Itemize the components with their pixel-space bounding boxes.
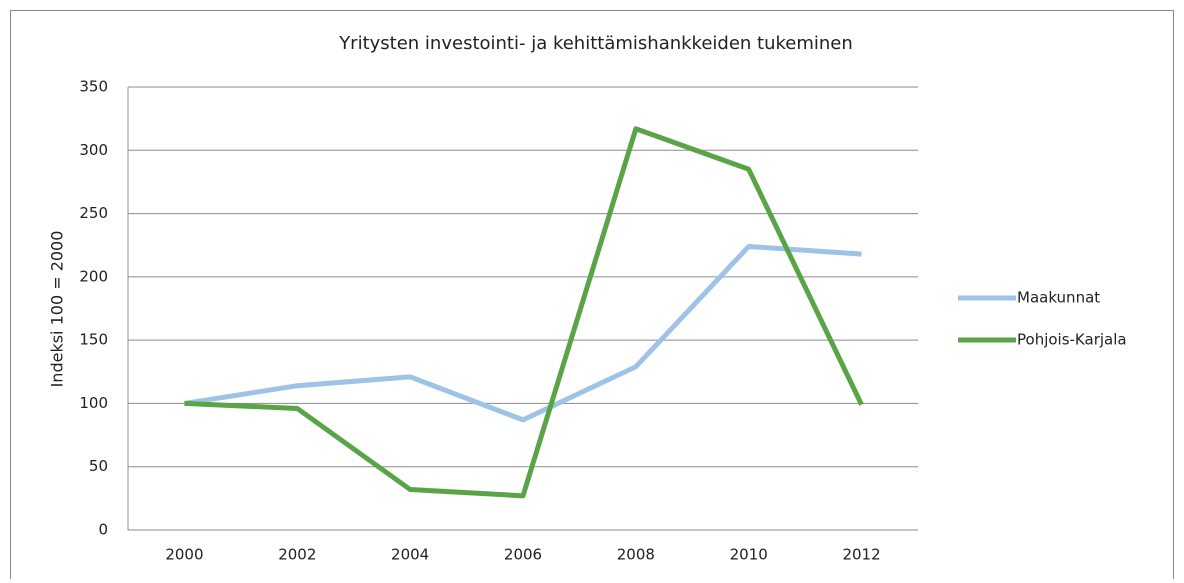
x-tick-label: 2008 [617,546,655,564]
legend-label: Maakunnat [1017,289,1100,307]
y-tick-label: 50 [89,457,108,475]
y-tick-label: 100 [79,394,108,412]
y-tick-label: 0 [98,521,108,539]
x-tick-label: 2010 [730,546,768,564]
x-tick-label: 2006 [504,546,542,564]
y-axis-label: Indeksi 100 = 2000 [48,231,67,388]
y-tick-label: 300 [79,141,108,159]
y-tick-label: 250 [79,204,108,222]
x-tick-label: 2002 [278,546,316,564]
chart-title: Yritysten investointi- ja kehittämishank… [338,33,853,54]
series-line [184,243,862,423]
y-tick-label: 200 [79,267,108,285]
x-tick-label: 2000 [165,546,203,564]
series-line [184,126,864,499]
chart-border [10,10,1174,583]
x-tick-label: 2012 [842,546,880,564]
y-tick-label: 150 [79,331,108,349]
y-tick-label: 350 [79,78,108,96]
x-tick-label: 2004 [391,546,429,564]
legend-label: Pohjois-Karjala [1017,331,1127,349]
